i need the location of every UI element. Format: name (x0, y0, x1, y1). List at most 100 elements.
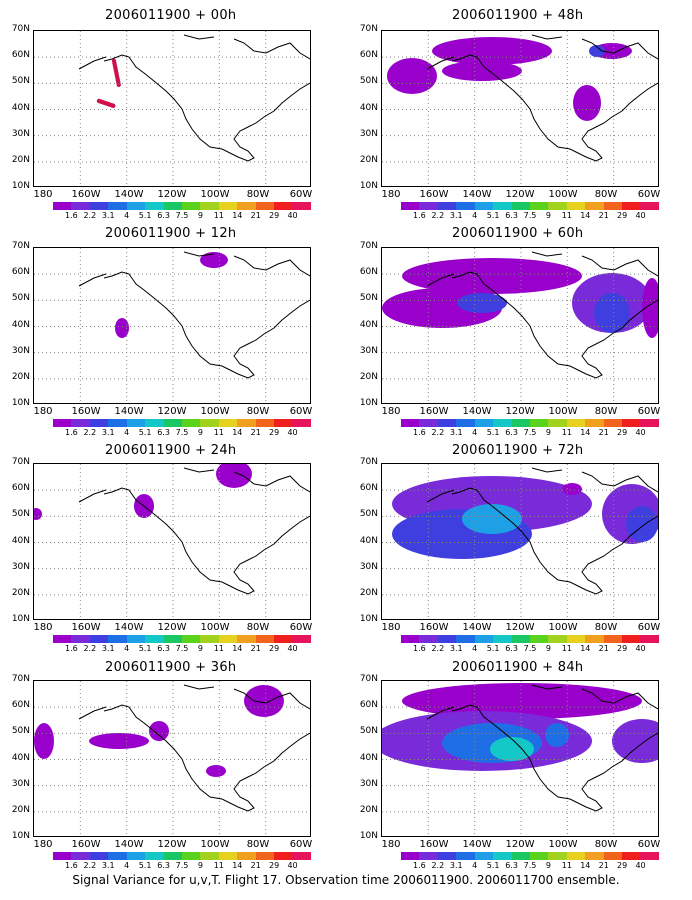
colorbar-swatch (145, 852, 164, 860)
variance-contour (490, 737, 534, 761)
latitude-label: 60N (359, 483, 378, 494)
colorbar-swatch (603, 419, 623, 427)
colorbar-label: 3.1 (101, 644, 115, 653)
colorbar-swatch (181, 635, 201, 643)
colorbar-swatch (108, 202, 127, 210)
colorbar-label: 7.5 (175, 211, 189, 220)
colorbar-label: 40 (287, 644, 298, 653)
panel-title: 2006011900 + 60h (452, 226, 584, 241)
colorbar-swatch (163, 202, 182, 210)
longitude-label: 60W (637, 839, 661, 850)
colorbar-swatch (200, 202, 219, 210)
colorbar-label: 14 (232, 861, 243, 870)
colorbar-swatch (255, 202, 275, 210)
variance-contour (216, 464, 252, 488)
longitude-label: 60W (289, 622, 313, 633)
colorbar-swatch (200, 419, 219, 427)
colorbar-label: 7.5 (523, 861, 537, 870)
colorbar-label: 7.5 (175, 644, 189, 653)
latitude-label: 50N (11, 293, 30, 304)
panel-title: 2006011900 + 36h (105, 660, 237, 675)
colorbar-swatch (566, 419, 586, 427)
latitude-label: 20N (11, 587, 30, 598)
panel-title: 2006011900 + 12h (105, 226, 237, 241)
colorbar (401, 419, 659, 427)
colorbar-swatch (511, 852, 530, 860)
variance-contour (562, 483, 582, 495)
longitude-label: 100W (548, 189, 578, 200)
longitude-label: 180 (381, 839, 401, 850)
latitude-label: 40N (11, 752, 30, 763)
colorbar-label: 6.3 (157, 644, 170, 653)
colorbar-label: 3.1 (101, 861, 115, 870)
colorbar-swatch (181, 852, 201, 860)
colorbar-label: 21 (250, 861, 261, 870)
variance-contour (34, 723, 54, 759)
colorbar-swatch (401, 635, 420, 643)
colorbar-swatch (126, 635, 146, 643)
colorbar-swatch (53, 419, 72, 427)
colorbar-swatch (89, 635, 109, 643)
colorbar-label: 29 (617, 211, 628, 220)
colorbar-label: 7.5 (523, 428, 537, 437)
colorbar-swatch (585, 202, 604, 210)
latitude-label: 30N (11, 778, 30, 789)
colorbar (401, 852, 659, 860)
colorbar-swatch (529, 419, 549, 427)
colorbar-swatch (401, 202, 420, 210)
longitude-label: 100W (200, 622, 230, 633)
colorbar-label: 14 (232, 211, 243, 220)
longitude-label: 180 (33, 406, 53, 417)
colorbar-swatch (603, 852, 623, 860)
colorbar-label: 11 (561, 861, 572, 870)
variance-contour (149, 721, 169, 741)
colorbar-label: 5.1 (138, 861, 152, 870)
colorbar-label: 40 (635, 644, 646, 653)
map-frame (381, 247, 659, 404)
colorbar-swatch (437, 852, 457, 860)
colorbar-swatch (640, 635, 659, 643)
latitude-label: 40N (11, 319, 30, 330)
colorbar-label: 5.1 (486, 644, 500, 653)
latitude-label: 40N (11, 102, 30, 113)
colorbar-label: 11 (213, 211, 224, 220)
colorbar-swatch (145, 419, 164, 427)
latitude-label: 60N (11, 50, 30, 61)
longitude-label: 60W (289, 406, 313, 417)
colorbar-label: 2.2 (431, 428, 445, 437)
map-frame (33, 463, 311, 620)
colorbar-swatch (292, 419, 311, 427)
longitude-label: 100W (548, 622, 578, 633)
longitude-label: 80W (246, 622, 270, 633)
colorbar-swatch (255, 635, 275, 643)
longitude-label: 120W (505, 622, 535, 633)
colorbar-swatch (163, 419, 182, 427)
variance-contour (545, 723, 569, 747)
longitude-label: 140W (114, 189, 144, 200)
colorbar-label: 14 (232, 644, 243, 653)
variance-contour (462, 504, 522, 534)
latitude-label: 40N (359, 319, 378, 330)
colorbar (53, 635, 311, 643)
colorbar-label: 29 (269, 211, 280, 220)
longitude-label: 60W (289, 189, 313, 200)
panel-title: 2006011900 + 84h (452, 660, 584, 675)
colorbar-label: 5.1 (138, 211, 152, 220)
longitude-label: 60W (637, 406, 661, 417)
map-svg (34, 464, 310, 619)
longitude-label: 140W (114, 839, 144, 850)
colorbar-label: 1.6 (65, 211, 78, 220)
latitude-label: 10N (11, 181, 30, 191)
colorbar-label: 6.3 (157, 428, 170, 437)
colorbar-label: 3.1 (449, 644, 463, 653)
colorbar-swatch (53, 635, 72, 643)
map-frame (381, 30, 659, 187)
colorbar-label: 4 (124, 644, 130, 653)
colorbar-swatch (108, 852, 127, 860)
colorbar-swatch (218, 202, 238, 210)
colorbar-label: 6.3 (505, 861, 518, 870)
colorbar-swatch (493, 202, 512, 210)
colorbar-swatch (255, 852, 275, 860)
latitude-label: 70N (359, 457, 378, 467)
variance-contour (612, 719, 658, 763)
